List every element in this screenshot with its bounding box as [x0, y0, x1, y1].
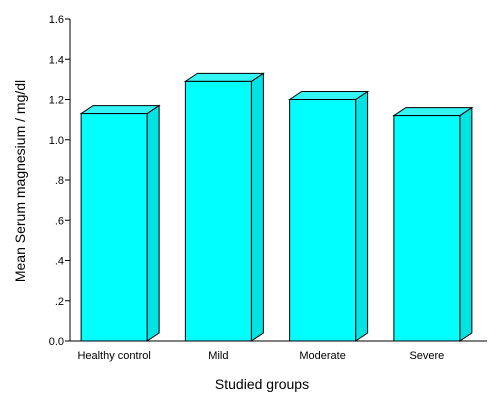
bar-top [287, 91, 370, 100]
x-tick-label: Mild [208, 350, 228, 362]
x-tick-labels: Healthy control Mild Moderate Severe [77, 350, 444, 362]
bars [79, 72, 474, 342]
y-tick-label: 1.4 [49, 54, 64, 66]
y-axis-title: Mean Serum magnesium / mg/dl [12, 80, 28, 282]
bar [79, 104, 161, 342]
y-tick-label: .4 [55, 256, 64, 268]
bar [287, 90, 370, 342]
bar-side [459, 106, 473, 342]
y-tick-label: 1.2 [49, 95, 64, 107]
bar [392, 106, 474, 342]
x-axis-title: Studied groups [215, 376, 309, 392]
bar-front [184, 80, 252, 342]
bar-front [80, 113, 148, 342]
y-tick-label: 1.0 [49, 135, 64, 147]
y-tick-label: 1.6 [49, 14, 64, 26]
bar-top [392, 107, 474, 117]
bar-top [79, 105, 161, 115]
y-tick-label: .2 [55, 296, 64, 308]
bar-side [355, 90, 369, 342]
bar [183, 72, 266, 342]
y-tick-label: .6 [55, 215, 64, 227]
x-tick-label: Healthy control [77, 350, 150, 362]
bar-side [146, 104, 160, 342]
bar-top [183, 72, 266, 82]
x-tick-label: Moderate [299, 350, 345, 362]
y-axis: 0.0 .2 .4 .6 .8 1.0 1.2 1.4 1.6 [49, 14, 71, 348]
y-tick-label: 0.0 [49, 336, 64, 348]
bar-front [393, 115, 461, 342]
y-tick-label: .8 [55, 175, 64, 187]
x-tick-label: Severe [409, 350, 444, 362]
bar-side [250, 72, 264, 342]
bar-front [289, 99, 357, 342]
